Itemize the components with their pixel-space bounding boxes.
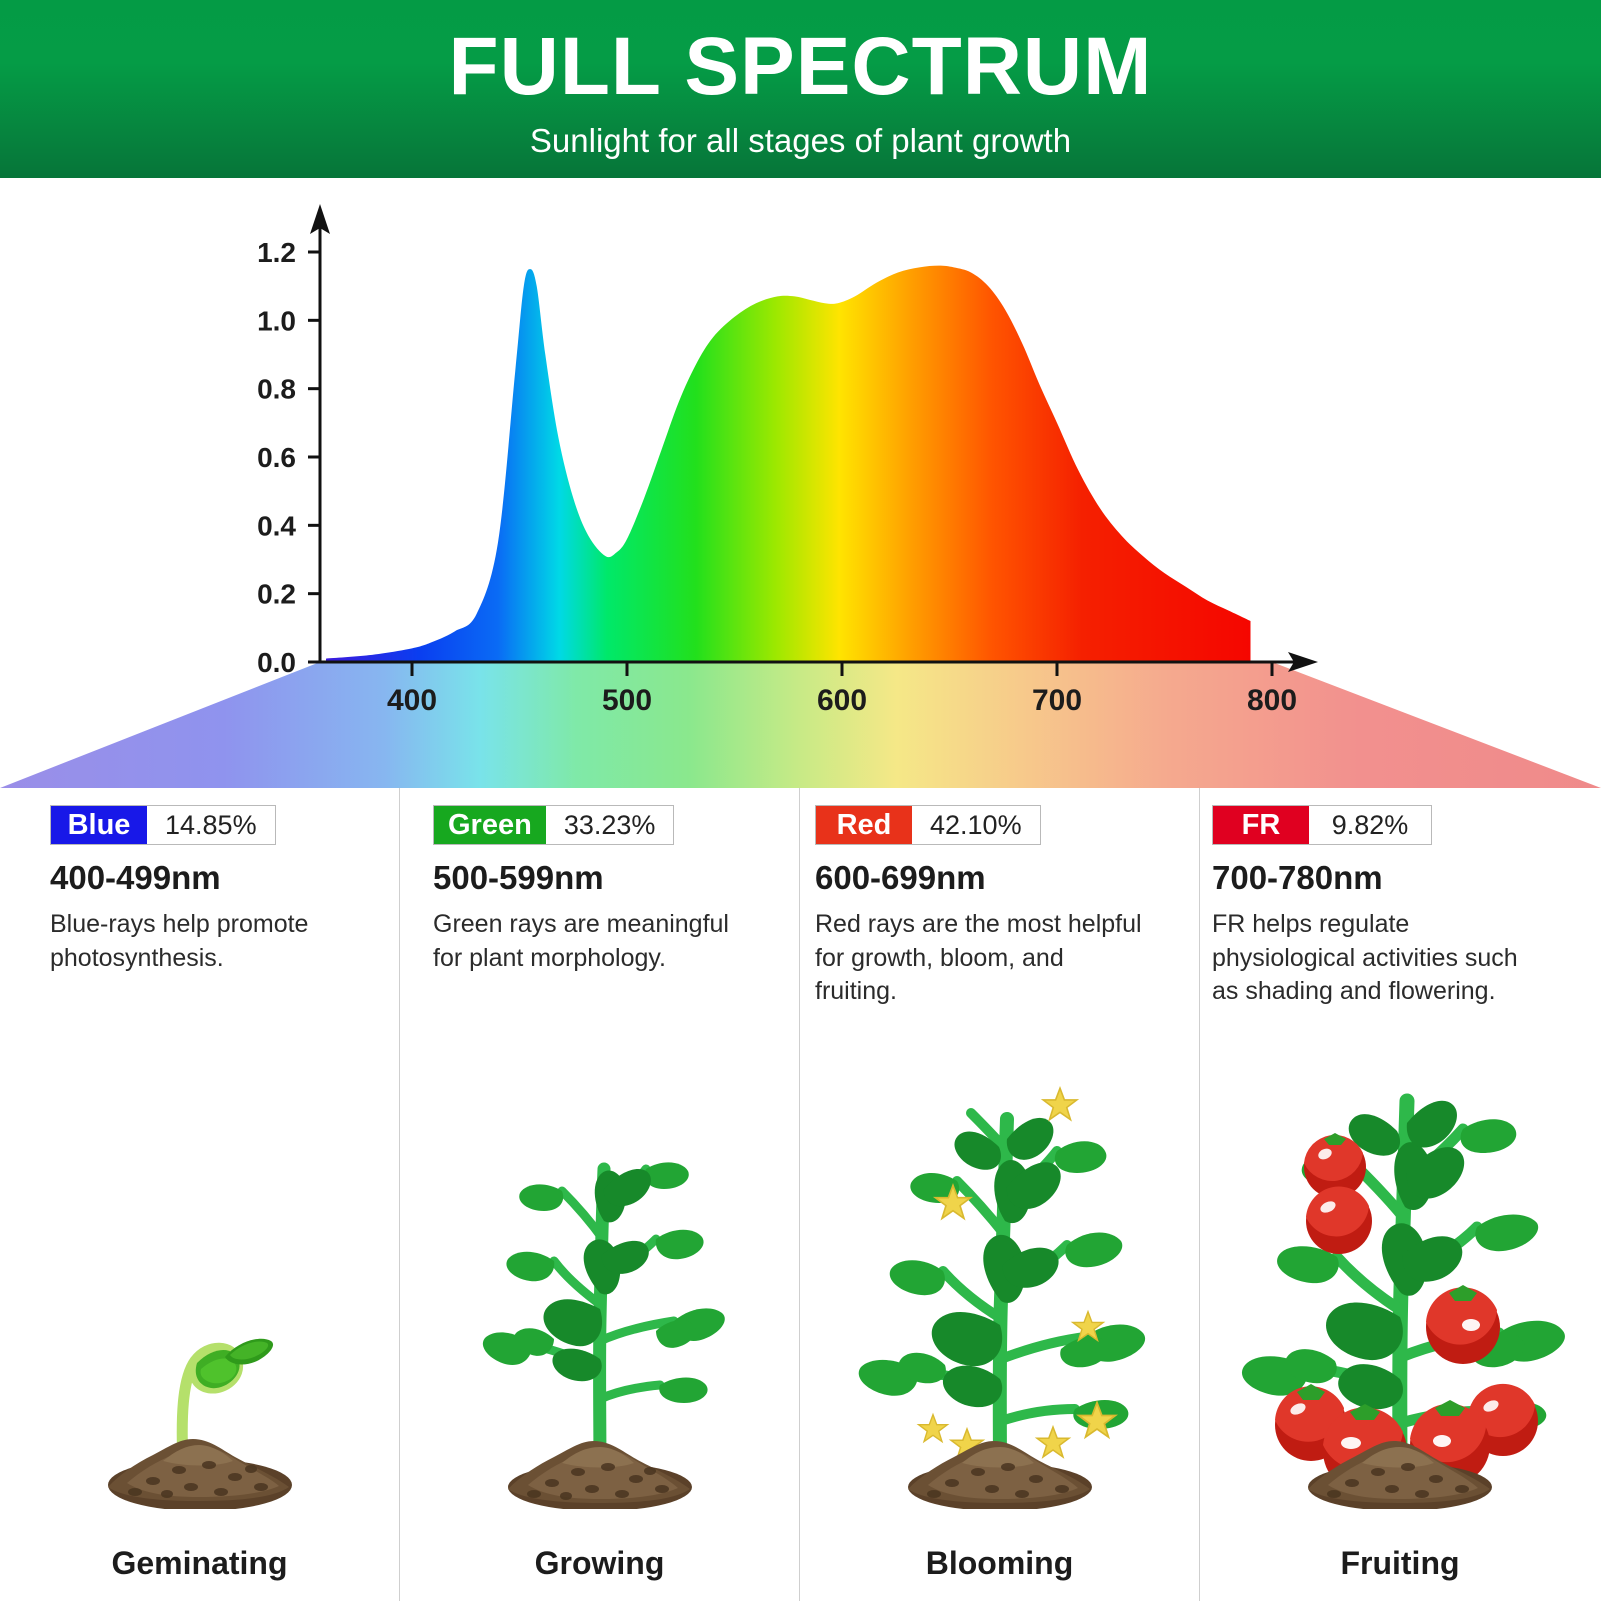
svg-text:500: 500 xyxy=(602,684,652,717)
stage-label-growing: Growing xyxy=(534,1545,665,1581)
plant-illustration-fruiting xyxy=(1200,1049,1600,1509)
band-badge-percent-red: 42.10% xyxy=(930,809,1022,840)
band-column-blue: Blue 14.85% 400-499nm Blue-rays help pro… xyxy=(0,788,400,1601)
band-description-green: Green rays are meaningful for plant morp… xyxy=(433,910,729,972)
band-description-fr: FR helps regulate physiological activiti… xyxy=(1212,910,1518,1005)
page-subtitle: Sunlight for all stages of plant growth xyxy=(529,122,1072,159)
stage-label-blooming: Blooming xyxy=(925,1545,1074,1581)
page-title: FULL SPECTRUM xyxy=(448,21,1153,112)
band-range-red: 600-699nm xyxy=(815,859,986,896)
band-column-fr: FR 9.82% 700-780nm FR helps regulate phy… xyxy=(1200,788,1600,1601)
svg-text:0.2: 0.2 xyxy=(257,579,296,610)
y-axis-ticks xyxy=(308,250,320,664)
seedling-icon xyxy=(107,1338,292,1509)
svg-text:700: 700 xyxy=(1032,684,1082,717)
fruiting-plant-icon xyxy=(1241,1093,1565,1509)
band-badge-label-blue: Blue xyxy=(51,806,147,844)
band-badge-red: Red 42.10% xyxy=(815,805,1041,845)
x-axis-labels: 400 500 600 700 800 xyxy=(387,684,1297,717)
band-badge-label-red: Red xyxy=(816,806,912,844)
stage-label-fruiting: Fruiting xyxy=(1340,1545,1460,1581)
x-axis-ticks xyxy=(410,662,1274,676)
band-badge-percent-blue: 14.85% xyxy=(165,809,257,840)
plant-illustration-seedling xyxy=(0,1049,399,1509)
band-column-green: Green 33.23% 500-599nm Green rays are me… xyxy=(400,788,800,1601)
spectrum-chart: 0.0 0.2 0.4 0.6 0.8 1.0 1.2 400 500 600 700 800 xyxy=(0,178,1601,788)
flower-group xyxy=(916,1085,1118,1461)
band-badge-label-green: Green xyxy=(434,806,546,844)
svg-text:1.2: 1.2 xyxy=(257,237,296,268)
spectrum-bands-row: Blue 14.85% 400-499nm Blue-rays help pro… xyxy=(0,788,1601,1601)
band-badge-blue: Blue 14.85% xyxy=(50,805,276,845)
band-badge-percent-fr: 9.82% xyxy=(1331,809,1409,840)
band-description-red: Red rays are the most helpful for growth… xyxy=(815,910,1142,1005)
band-badge-percent-green: 33.23% xyxy=(563,809,656,840)
svg-text:0.8: 0.8 xyxy=(257,374,296,405)
y-axis-arrow xyxy=(310,204,330,234)
spectrum-fan xyxy=(0,662,1601,788)
spectrum-curve-path xyxy=(326,265,1251,662)
svg-text:800: 800 xyxy=(1247,684,1297,717)
svg-text:0.6: 0.6 xyxy=(257,442,296,473)
page-header: FULL SPECTRUM Sunlight for all stages of… xyxy=(0,0,1601,178)
svg-text:0.0: 0.0 xyxy=(257,647,296,678)
band-range-fr: 700-780nm xyxy=(1212,859,1383,896)
band-badge-fr: FR 9.82% xyxy=(1212,805,1432,845)
svg-text:400: 400 xyxy=(387,684,437,717)
stage-label-geminating: Geminating xyxy=(111,1545,288,1581)
chart-axes xyxy=(318,222,1300,664)
growing-plant-icon xyxy=(482,1162,725,1509)
band-column-red: Red 42.10% 600-699nm Red rays are the mo… xyxy=(800,788,1200,1601)
spectrum-chart-svg: 0.0 0.2 0.4 0.6 0.8 1.0 1.2 400 500 600 700 800 xyxy=(0,204,1601,788)
plant-illustration-growing xyxy=(400,1049,799,1509)
plant-illustration-blooming xyxy=(800,1049,1199,1509)
band-badge-green: Green 33.23% xyxy=(433,805,675,845)
band-description-blue: Blue-rays help promote photosynthesis. xyxy=(50,910,309,972)
band-range-green: 500-599nm xyxy=(433,859,604,896)
y-axis-labels: 0.0 0.2 0.4 0.6 0.8 1.0 1.2 xyxy=(257,237,296,678)
band-range-blue: 400-499nm xyxy=(50,859,221,896)
svg-text:0.4: 0.4 xyxy=(257,510,296,541)
band-badge-label-fr: FR xyxy=(1213,806,1309,844)
svg-text:600: 600 xyxy=(817,684,867,717)
flowering-plant-icon xyxy=(858,1085,1145,1509)
x-axis-arrow xyxy=(1288,652,1318,672)
svg-text:1.0: 1.0 xyxy=(257,305,296,336)
